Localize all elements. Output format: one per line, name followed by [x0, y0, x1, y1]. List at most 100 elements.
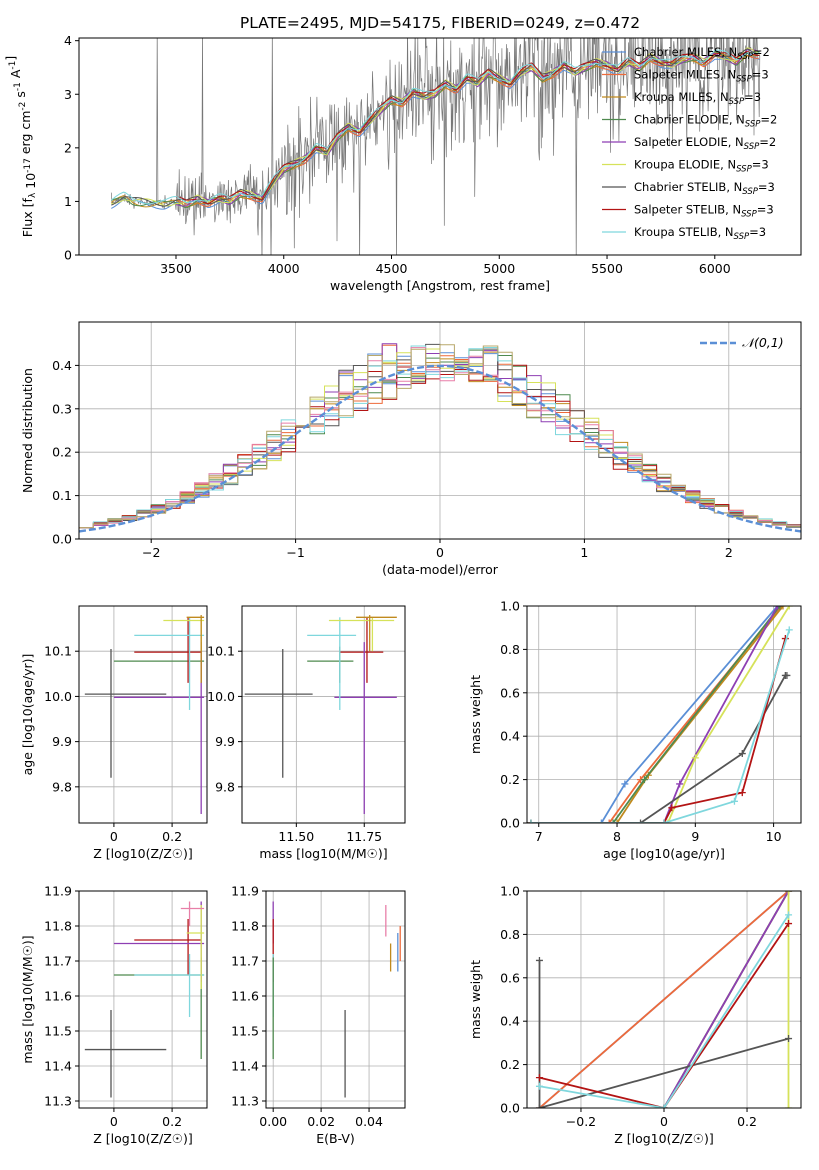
- weight-marker: [535, 1104, 543, 1108]
- y-tick-label: 11.9: [44, 884, 72, 899]
- y-tick-label: 10.1: [44, 644, 72, 659]
- y-tick-label: 0.0: [52, 532, 72, 547]
- x-tick-label: 0.00: [259, 1114, 287, 1129]
- x-tick-label: 0.2: [162, 829, 182, 844]
- weight-marker: [527, 819, 535, 823]
- plot-area-mass_vs_Z: [84, 901, 205, 1098]
- x-tick-label: 0: [660, 1114, 668, 1129]
- spectrum-legend: Chabrier MILES, NSSP=2 Salpeter MILES, NS…: [602, 45, 777, 242]
- x-tick-label: 8: [613, 829, 621, 844]
- weight-marker: [738, 750, 746, 758]
- weight-marker: [664, 819, 672, 823]
- panel-weight_vs_age: 7 8 9 10 0.0 0.2 0.4 0.6 0.8 1.0 age [log10(age/yr…: [468, 599, 802, 861]
- y-tick-label: 0.2: [500, 772, 520, 787]
- y-tick-label: 11.3: [231, 1094, 259, 1109]
- y-tick-label: 11.5: [44, 1024, 72, 1039]
- y-tick-label: 0.6: [500, 970, 520, 985]
- x-tick-label: 0: [436, 545, 444, 560]
- y-tick-label: 11.4: [44, 1059, 72, 1074]
- x-tick-label: 10: [766, 829, 782, 844]
- y-tick-label: 11.5: [231, 1024, 259, 1039]
- weight-marker: [535, 1074, 543, 1082]
- plot-area-mass_vs_ebv: [272, 901, 401, 1098]
- legend-entry: Kroupa STELIB, NSSP=3: [634, 225, 766, 242]
- x-tick-label: 11.50: [278, 829, 314, 844]
- model-spectrum-4: [111, 50, 760, 209]
- y-tick-label: 9.8: [52, 779, 72, 794]
- weight-line-6: [530, 606, 791, 823]
- panel-weight_vs_Z: −0.2 0 0.2 0.0 0.2 0.4 0.6 0.8 1.0 Z [log10(Z/Z☉)…: [468, 884, 802, 1146]
- model-spectrum-8: [175, 50, 759, 205]
- panel-age_vs_mass: 11.50 11.75 9.8 9.9 10.0 10.1 mass [log10(M/M☉…: [207, 605, 406, 861]
- x-axis-label: mass [log10(M/M☉)]: [259, 846, 387, 861]
- y-tick-label: 11.6: [231, 989, 259, 1004]
- x-tick-label: −2: [142, 545, 160, 560]
- x-tick-label: 5500: [591, 261, 623, 276]
- y-tick-label: 0.0: [500, 1101, 520, 1116]
- data-spectrum-line: [110, 38, 761, 255]
- y-tick-label: 0.8: [500, 642, 520, 657]
- plot-area-weight_vs_Z: [535, 891, 793, 1108]
- y-tick-label: 11.7: [231, 954, 259, 969]
- x-axis-label: age [log10(age/yr)]: [603, 846, 725, 861]
- weight-line-4: [530, 606, 781, 823]
- weight-line-9: [539, 914, 790, 1108]
- weight-marker: [776, 606, 784, 610]
- y-tick-label: 10.0: [207, 689, 235, 704]
- weight-marker: [597, 819, 605, 823]
- weight-line-2: [530, 606, 783, 823]
- x-tick-label: −0.2: [566, 1114, 596, 1129]
- y-tick-label: 0.3: [52, 401, 72, 416]
- weight-line-8: [539, 922, 790, 1108]
- y-axis-label: Normed distribution: [20, 368, 35, 493]
- legend-entry: Kroupa ELODIE, NSSP=3: [634, 158, 769, 175]
- weight-marker: [785, 920, 793, 928]
- normal-curve: [79, 364, 801, 533]
- x-tick-label: 6000: [699, 261, 731, 276]
- x-axis-label: (data-model)/error: [382, 562, 499, 577]
- x-tick-label: 5000: [483, 261, 515, 276]
- weight-marker: [660, 1104, 668, 1108]
- legend-entry: Chabrier ELODIE, NSSP=2: [634, 113, 777, 130]
- plot-area-spectrum: [110, 38, 761, 255]
- model-spectrum-9: [110, 49, 760, 205]
- weight-line-8: [530, 638, 787, 823]
- weight-marker: [640, 776, 648, 784]
- weight-line-7: [538, 960, 789, 1108]
- legend-entry: Kroupa MILES, NSSP=3: [634, 90, 761, 107]
- weight-marker: [785, 626, 793, 634]
- y-tick-label: 0.0: [500, 816, 520, 831]
- weight-marker: [621, 780, 629, 788]
- weight-line-1: [530, 606, 779, 823]
- weight-marker: [785, 911, 793, 919]
- weight-marker: [609, 819, 617, 823]
- x-tick-label: 0: [110, 829, 118, 844]
- y-tick-label: 0.4: [52, 358, 72, 373]
- y-tick-label: 0.4: [500, 729, 520, 744]
- x-axis-label: Z [log10(Z/Z☉)]: [93, 846, 193, 861]
- legend-entry: Salpeter STELIB, NSSP=3: [634, 203, 774, 220]
- weight-marker: [738, 789, 746, 797]
- residual-hist-11: [79, 344, 801, 529]
- x-tick-label: 2: [725, 545, 733, 560]
- x-axis-label: Z [log10(Z/Z☉)]: [614, 1131, 714, 1146]
- legend-entry: Salpeter ELODIE, NSSP=2: [634, 135, 776, 152]
- y-tick-label: 11.8: [44, 919, 72, 934]
- y-tick-label: 0.6: [500, 685, 520, 700]
- plot-area-weight_vs_age: [527, 606, 793, 823]
- x-tick-label: 3500: [160, 261, 192, 276]
- y-tick-label: 0.4: [500, 1014, 520, 1029]
- y-tick-label: 3: [64, 87, 72, 102]
- weight-marker: [785, 891, 793, 895]
- y-tick-label: 11.3: [44, 1094, 72, 1109]
- y-tick-label: 11.8: [231, 919, 259, 934]
- weight-marker: [785, 1104, 793, 1108]
- panel-mass_vs_ebv: 0.00 0.02 0.04 11.3 11.4 11.5 11.6 11.7 11.8 11.9…: [231, 884, 406, 1146]
- x-tick-label: 1: [580, 545, 588, 560]
- y-tick-label: 0.1: [52, 488, 72, 503]
- x-tick-label: 4500: [376, 261, 408, 276]
- x-tick-label: 0: [110, 1114, 118, 1129]
- x-tick-label: 4000: [268, 261, 300, 276]
- weight-marker: [637, 819, 645, 823]
